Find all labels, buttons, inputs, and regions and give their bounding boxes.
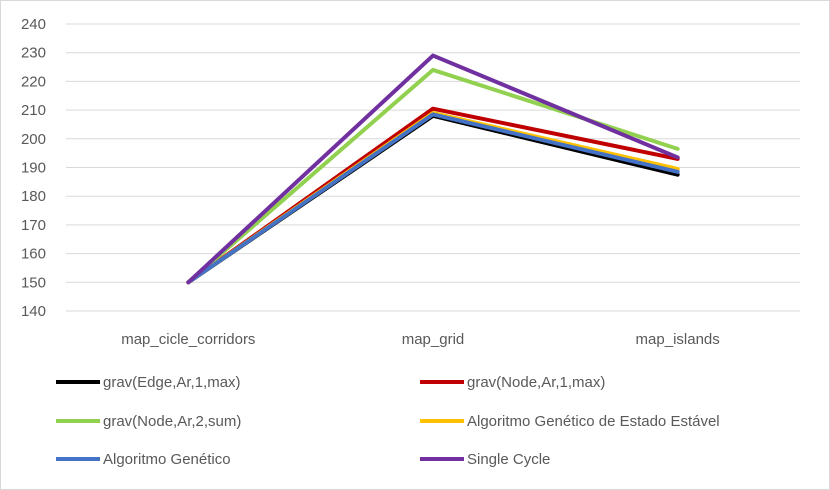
y-tick-label: 150	[21, 274, 46, 291]
legend-label-0: grav(Edge,Ar,1,max)	[103, 374, 241, 391]
y-tick-label: 220	[21, 73, 46, 90]
series-line-1	[186, 106, 680, 285]
y-tick-label: 140	[21, 303, 46, 320]
y-axis-ticks: 140 150 160 170 180 190 200 210 220 230 240	[21, 16, 46, 320]
y-tick-label: 210	[21, 102, 46, 119]
series-line-2	[186, 67, 680, 285]
legend-label-4: Algoritmo Genético	[103, 451, 231, 468]
series-lines	[186, 53, 680, 285]
series-line-0	[186, 113, 680, 285]
series-line-5	[186, 53, 680, 285]
x-axis-ticks: map_cicle_corridors map_grid map_islands	[121, 331, 720, 348]
legend-label-3: Algoritmo Genético de Estado Estável	[467, 413, 720, 430]
y-tick-label: 240	[21, 16, 46, 33]
y-tick-label: 230	[21, 45, 46, 62]
legend-label-2: grav(Node,Ar,2,sum)	[103, 413, 241, 430]
y-tick-label: 200	[21, 131, 46, 148]
legend: grav(Edge,Ar,1,max) grav(Node,Ar,1,max) gr…	[56, 374, 720, 468]
gridlines	[66, 23, 800, 312]
x-tick-label: map_cicle_corridors	[121, 331, 255, 348]
y-tick-label: 190	[21, 160, 46, 177]
y-tick-label: 170	[21, 217, 46, 234]
y-tick-label: 180	[21, 188, 46, 205]
legend-label-1: grav(Node,Ar,1,max)	[467, 374, 605, 391]
x-tick-label: map_grid	[402, 331, 465, 348]
legend-label-5: Single Cycle	[467, 451, 550, 468]
x-tick-label: map_islands	[636, 331, 720, 348]
series-line-4	[186, 112, 680, 285]
y-tick-label: 160	[21, 246, 46, 263]
